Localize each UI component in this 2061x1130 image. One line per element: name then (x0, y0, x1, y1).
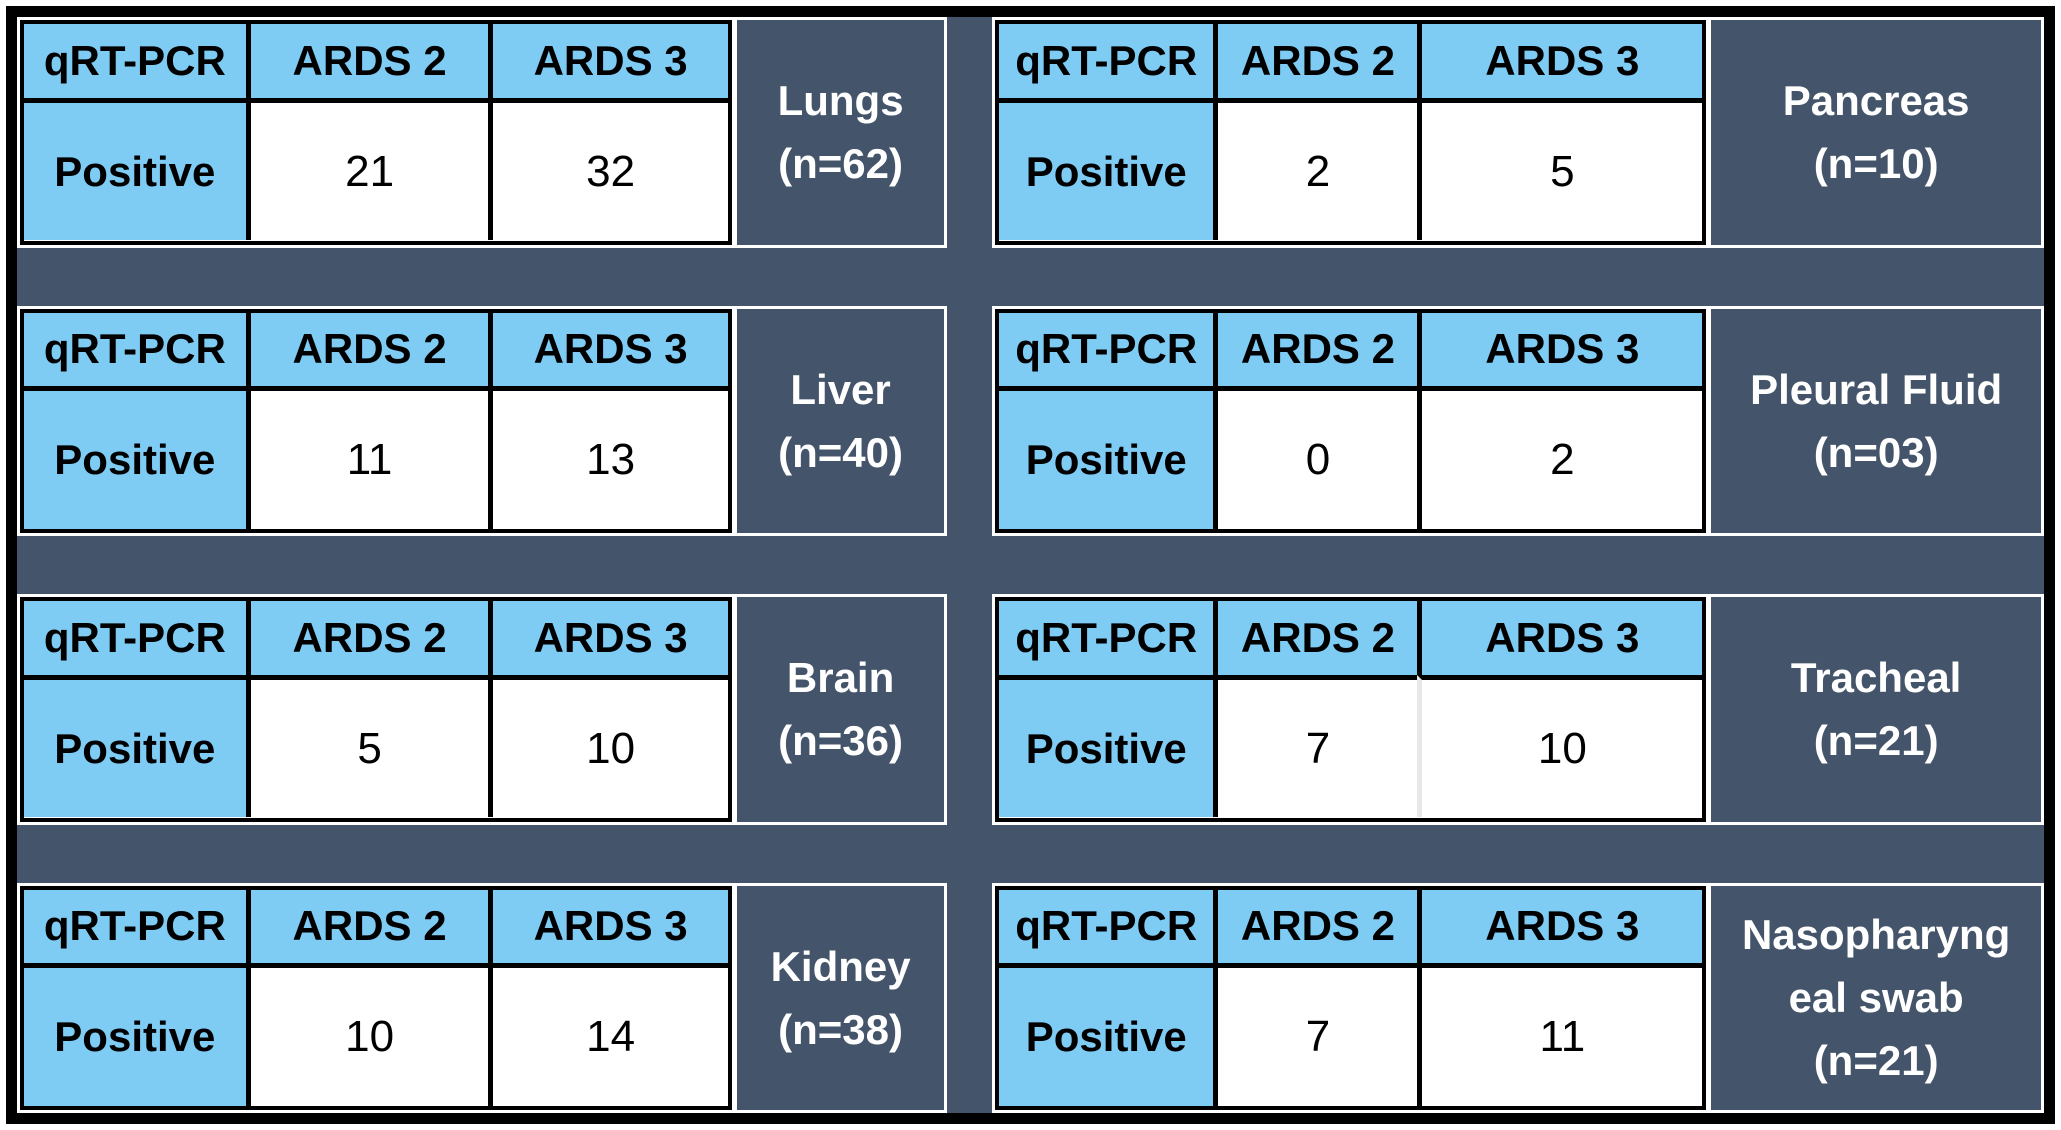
qrtpcr-results-table: qRT-PCR ARDS 2 ARDS 3 Positive 7 10 (995, 597, 1707, 822)
organ-label: Tracheal (n=21) (1711, 597, 2041, 822)
organ-label: Liver (n=40) (736, 308, 945, 533)
qrtpcr-results-table: qRT-PCR ARDS 2 ARDS 3 Positive 5 10 (20, 597, 732, 822)
row-label-positive: Positive (24, 674, 246, 818)
header-ards3: ARDS 3 (1417, 312, 1703, 387)
header-ards2: ARDS 2 (245, 889, 489, 964)
organ-table-block: qRT-PCR ARDS 2 ARDS 3 Positive 7 10 Trac… (992, 594, 2044, 825)
organ-table-block: qRT-PCR ARDS 2 ARDS 3 Positive 2 5 Pancr… (992, 17, 2044, 248)
qrtpcr-results-table: qRT-PCR ARDS 2 ARDS 3 Positive 0 2 (995, 308, 1707, 533)
organ-label: Kidney (n=38) (736, 885, 945, 1110)
row-label-positive: Positive (24, 963, 246, 1106)
ards2-positive-count: 11 (245, 386, 489, 529)
ards3-positive-count: 5 (1417, 97, 1703, 241)
organ-label: Nasopharyng eal swab (n=21) (1711, 885, 2041, 1110)
ards3-positive-count: 11 (1417, 963, 1703, 1106)
header-qrt-pcr: qRT-PCR (999, 889, 1214, 964)
organ-label-line: Liver (790, 365, 891, 413)
header-ards3: ARDS 3 (1417, 889, 1703, 964)
figure-frame: qRT-PCR ARDS 2 ARDS 3 Positive 21 32 Lun… (6, 6, 2055, 1124)
header-ards2: ARDS 2 (1213, 889, 1418, 964)
qrtpcr-results-table: qRT-PCR ARDS 2 ARDS 3 Positive 21 32 (20, 20, 732, 245)
ards2-positive-count: 2 (1213, 97, 1418, 241)
organ-label-line: Pancreas (1782, 77, 1970, 125)
header-ards2: ARDS 2 (1213, 312, 1418, 387)
header-ards3: ARDS 3 (488, 889, 728, 964)
organ-label-line: Lungs (777, 77, 904, 125)
header-ards2: ARDS 2 (245, 312, 489, 387)
header-qrt-pcr: qRT-PCR (999, 601, 1214, 675)
ards3-positive-count: 14 (488, 963, 728, 1106)
ards3-positive-count: 2 (1417, 386, 1703, 529)
header-qrt-pcr: qRT-PCR (24, 601, 246, 675)
organ-label: Pleural Fluid (n=03) (1711, 308, 2041, 533)
ards3-positive-count: 13 (488, 386, 728, 529)
ards2-positive-count: 5 (245, 674, 489, 818)
organ-label-line: (n=62) (778, 140, 904, 188)
ards2-positive-count: 0 (1213, 386, 1418, 529)
ards2-positive-count: 10 (245, 963, 489, 1106)
ards2-positive-count: 7 (1213, 963, 1418, 1106)
header-ards2: ARDS 2 (1213, 601, 1418, 675)
organ-label-line: Tracheal (1790, 654, 1962, 702)
organ-label-line: Kidney (770, 942, 911, 990)
organ-label-line: (n=38) (778, 1005, 904, 1053)
organ-label-line: Brain (786, 654, 895, 702)
organ-table-block: qRT-PCR ARDS 2 ARDS 3 Positive 5 10 Brai… (17, 594, 948, 825)
ards3-positive-count: 32 (488, 97, 728, 241)
row-label-positive: Positive (999, 963, 1214, 1106)
organ-label: Pancreas (n=10) (1711, 20, 2041, 245)
organ-table-block: qRT-PCR ARDS 2 ARDS 3 Positive 10 14 Kid… (17, 882, 948, 1113)
row-label-positive: Positive (999, 674, 1214, 818)
qrtpcr-results-table: qRT-PCR ARDS 2 ARDS 3 Positive 10 14 (20, 885, 732, 1110)
organ-label: Lungs (n=62) (736, 20, 945, 245)
organ-label-line: (n=21) (1813, 717, 1939, 765)
organ-label-line: (n=36) (778, 717, 904, 765)
ards2-positive-count: 21 (245, 97, 489, 241)
organ-table-block: qRT-PCR ARDS 2 ARDS 3 Positive 11 13 Liv… (17, 305, 948, 536)
organ-label-line: (n=40) (778, 428, 904, 476)
header-ards2: ARDS 2 (245, 24, 489, 98)
qrtpcr-results-table: qRT-PCR ARDS 2 ARDS 3 Positive 11 13 (20, 308, 732, 533)
ards2-positive-count: 7 (1213, 674, 1418, 818)
header-qrt-pcr: qRT-PCR (999, 312, 1214, 387)
header-qrt-pcr: qRT-PCR (24, 312, 246, 387)
header-ards2: ARDS 2 (245, 601, 489, 675)
organ-label-line: (n=03) (1813, 428, 1939, 476)
row-label-positive: Positive (999, 97, 1214, 241)
organ-label: Brain (n=36) (736, 597, 945, 822)
row-label-positive: Positive (999, 386, 1214, 529)
header-qrt-pcr: qRT-PCR (24, 24, 246, 98)
organ-label-line: Pleural Fluid (1750, 365, 2003, 413)
header-ards3: ARDS 3 (488, 24, 728, 98)
organ-table-block: qRT-PCR ARDS 2 ARDS 3 Positive 21 32 Lun… (17, 17, 948, 248)
header-qrt-pcr: qRT-PCR (999, 24, 1214, 98)
organ-label-line: Nasopharyng (1741, 911, 2011, 959)
ards3-positive-count: 10 (488, 674, 728, 818)
header-ards2: ARDS 2 (1213, 24, 1418, 98)
row-label-positive: Positive (24, 97, 246, 241)
ards3-positive-count: 10 (1417, 674, 1703, 818)
header-ards3: ARDS 3 (488, 312, 728, 387)
header-ards3: ARDS 3 (1417, 601, 1703, 675)
header-ards3: ARDS 3 (1417, 24, 1703, 98)
organ-label-line: eal swab (1788, 974, 1964, 1022)
header-qrt-pcr: qRT-PCR (24, 889, 246, 964)
organ-table-block: qRT-PCR ARDS 2 ARDS 3 Positive 0 2 Pleur… (992, 305, 2044, 536)
organ-table-block: qRT-PCR ARDS 2 ARDS 3 Positive 7 11 Naso… (992, 882, 2044, 1113)
row-label-positive: Positive (24, 386, 246, 529)
qrtpcr-results-table: qRT-PCR ARDS 2 ARDS 3 Positive 7 11 (995, 885, 1707, 1110)
organ-label-line: (n=10) (1813, 140, 1939, 188)
organ-label-line: (n=21) (1813, 1037, 1939, 1085)
header-ards3: ARDS 3 (488, 601, 728, 675)
qrtpcr-results-table: qRT-PCR ARDS 2 ARDS 3 Positive 2 5 (995, 20, 1707, 245)
